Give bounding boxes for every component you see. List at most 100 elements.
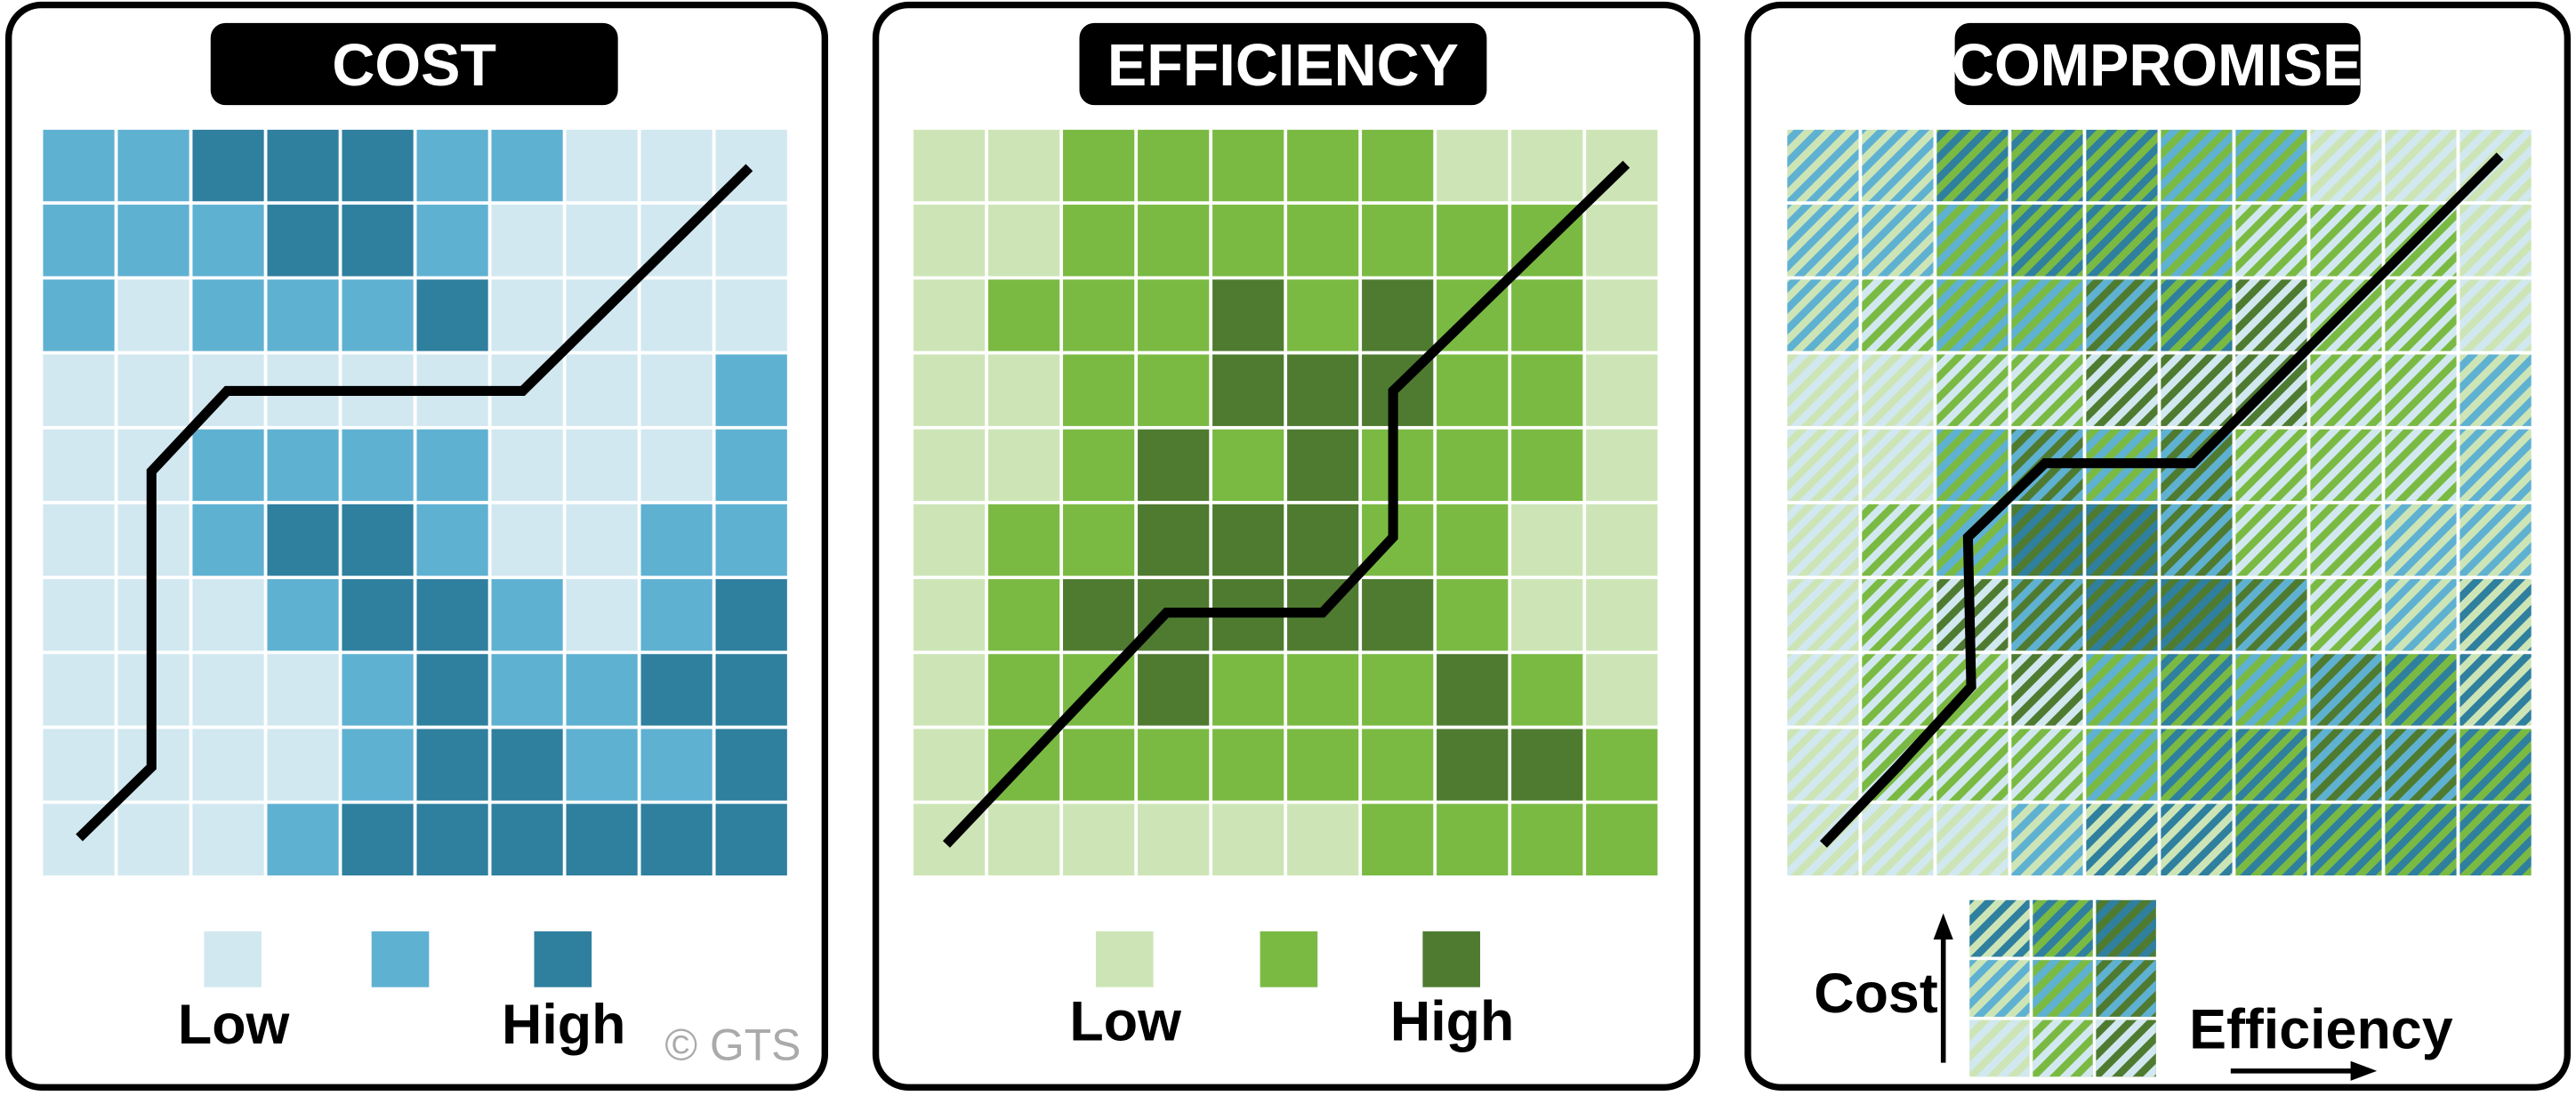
compromise-cell xyxy=(2381,425,2460,504)
grid-cell xyxy=(712,650,791,729)
grid-cell xyxy=(1582,276,1662,355)
grid-cell xyxy=(1582,501,1662,580)
compromise-cell xyxy=(2232,725,2311,804)
grid-cell xyxy=(637,576,716,655)
compromise-cell xyxy=(2008,576,2087,655)
compromise-cell xyxy=(2306,126,2386,205)
compromise-cell xyxy=(2456,800,2535,879)
compromise-cell xyxy=(2008,126,2087,205)
grid-cell xyxy=(1284,650,1363,729)
legend-swatch xyxy=(1260,931,1318,987)
grid-cell xyxy=(1059,425,1139,504)
compromise-cell xyxy=(2306,351,2386,430)
grid-cell xyxy=(263,800,342,879)
grid-cell xyxy=(637,650,716,729)
route-line xyxy=(1819,152,2504,848)
compromise-cell xyxy=(1858,650,1937,729)
grid-cell xyxy=(263,725,342,804)
grid-cell xyxy=(1284,351,1363,430)
legend-swatch xyxy=(534,931,592,987)
legend-swatch xyxy=(1422,931,1481,987)
grid-cell xyxy=(1284,126,1363,205)
title-box xyxy=(1079,22,1487,106)
grid-cell xyxy=(712,425,791,504)
grid-cell xyxy=(1433,351,1512,430)
grid-cell xyxy=(1134,725,1213,804)
grid-cell xyxy=(985,126,1064,205)
compromise-cell xyxy=(1858,351,1937,430)
grid-cell xyxy=(1284,425,1363,504)
legend-label: High xyxy=(502,994,625,1056)
title-box xyxy=(1954,22,2361,106)
compromise-cell xyxy=(2232,276,2311,355)
grid-cell xyxy=(487,276,567,355)
compromise-cell xyxy=(2008,501,2087,580)
grid-cell xyxy=(1358,725,1437,804)
compromise-cell xyxy=(2232,425,2311,504)
grid-cell xyxy=(1059,276,1139,355)
compromise-cell xyxy=(2157,800,2236,879)
grid-cell xyxy=(712,576,791,655)
grid-cell xyxy=(487,126,567,205)
grid-cell xyxy=(1433,725,1512,804)
grid-cell xyxy=(1508,650,1587,729)
grid-cell xyxy=(487,501,567,580)
compromise-cell xyxy=(1783,425,1863,504)
compromise-cell xyxy=(2306,725,2386,804)
grid-cell xyxy=(637,276,716,355)
compromise-cell xyxy=(2232,501,2311,580)
grid-cell xyxy=(637,126,716,205)
grid-cell xyxy=(1433,201,1512,280)
grid-cell xyxy=(189,650,268,729)
compromise-cell xyxy=(1783,351,1863,430)
compromise-cell xyxy=(2381,650,2460,729)
compromise-cell xyxy=(2082,501,2161,580)
compromise-cell xyxy=(2008,725,2087,804)
grid-cell xyxy=(189,276,268,355)
grid-cell xyxy=(910,650,989,729)
grid-cell xyxy=(1059,351,1139,430)
legend-hatch xyxy=(2096,960,2156,1017)
compromise-cell xyxy=(2456,276,2535,355)
grid-cell xyxy=(712,501,791,580)
grid-cell xyxy=(712,351,791,430)
grid-cell xyxy=(1358,276,1437,355)
grid-cell xyxy=(712,800,791,879)
grid-cell xyxy=(263,650,342,729)
compromise-cell xyxy=(2157,276,2236,355)
grid-cell xyxy=(712,725,791,804)
legend-hatch xyxy=(1969,899,2030,957)
compromise-cell xyxy=(1933,201,2012,280)
grid-cell xyxy=(487,650,567,729)
grid-cell xyxy=(1134,425,1213,504)
legend-hatch xyxy=(1969,960,2030,1017)
grid-cell xyxy=(1209,501,1288,580)
grid-cell xyxy=(1284,725,1363,804)
compromise-cell xyxy=(1858,201,1937,280)
route-line xyxy=(942,160,1630,848)
grid-cell xyxy=(39,650,118,729)
grid-cell xyxy=(910,201,989,280)
grid-cell xyxy=(1433,425,1512,504)
grid-cell xyxy=(39,126,118,205)
compromise-cell xyxy=(1858,800,1937,879)
compromise-cell xyxy=(1858,425,1937,504)
grid-cell xyxy=(910,126,989,205)
arrow-head xyxy=(2350,1060,2378,1081)
compromise-cell xyxy=(2008,650,2087,729)
compromise-cell xyxy=(2381,351,2460,430)
grid-cell xyxy=(1209,351,1288,430)
compromise-cell xyxy=(2306,501,2386,580)
compromise-cell xyxy=(2232,800,2311,879)
grid-cell xyxy=(413,126,492,205)
legend-label: High xyxy=(1390,990,1514,1052)
compromise-cell xyxy=(1783,501,1863,580)
compromise-cell xyxy=(2456,351,2535,430)
grid-cell xyxy=(413,425,492,504)
compromise-cell xyxy=(1858,276,1937,355)
grid-cell xyxy=(1284,201,1363,280)
grid-cell xyxy=(1134,201,1213,280)
grid-cell xyxy=(712,201,791,280)
grid-cell xyxy=(487,725,567,804)
grid-cell xyxy=(338,276,417,355)
